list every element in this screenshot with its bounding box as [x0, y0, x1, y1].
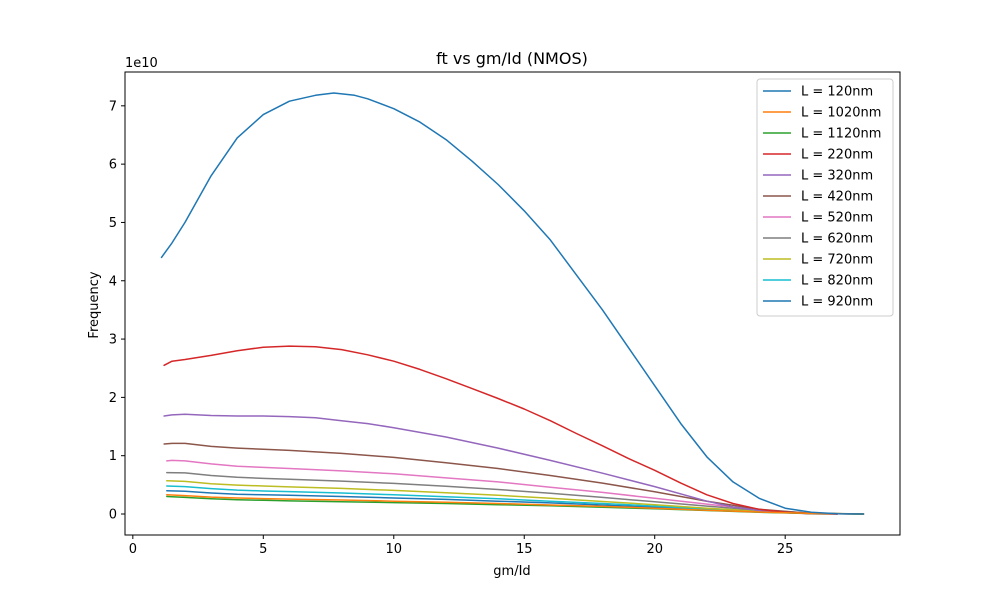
series-line-7	[166, 471, 865, 515]
series-line-4	[163, 413, 839, 515]
legend: L = 120nm L = 1020nm L = 1120nm L = 220nm L …	[756, 78, 894, 317]
plot-area-frame	[124, 71, 901, 536]
legend-label: L = 620nm	[801, 232, 873, 247]
legend-box	[756, 78, 894, 317]
y-axis-multiplier: 1e10	[125, 56, 158, 71]
plot-lines	[160, 92, 865, 515]
legend-label: L = 120nm	[801, 85, 873, 100]
x-tick-label: 20	[646, 542, 663, 557]
legend-label: L = 820nm	[801, 274, 873, 289]
legend-label: L = 720nm	[801, 253, 873, 268]
x-axis-label: gm/Id	[493, 564, 530, 579]
legend-label: L = 1120nm	[801, 127, 881, 142]
legend-label: L = 320nm	[801, 169, 873, 184]
legend-label: L = 420nm	[801, 190, 873, 205]
x-tick-label: 25	[777, 542, 794, 557]
series-line-1	[166, 494, 865, 515]
chart-title: ft vs gm/Id (NMOS)	[436, 49, 588, 68]
y-tick-label: 3	[109, 333, 117, 348]
y-tick-label: 5	[109, 216, 117, 231]
series-line-8	[166, 480, 865, 515]
series-line-6	[166, 459, 852, 515]
x-tick-label: 5	[259, 542, 267, 557]
x-tick-label: 0	[129, 542, 137, 557]
y-tick-label: 0	[109, 508, 117, 523]
x-tick-label: 10	[385, 542, 402, 557]
y-tick-label: 2	[109, 391, 117, 406]
y-axis-ticks: 0 1 2 3 4 5 6 7	[109, 99, 125, 523]
legend-label: L = 920nm	[801, 295, 873, 310]
series-line-0	[160, 92, 865, 515]
y-tick-label: 6	[109, 158, 117, 173]
y-tick-label: 7	[109, 99, 117, 114]
x-tick-label: 15	[516, 542, 533, 557]
legend-label: L = 1020nm	[801, 106, 881, 121]
legend-label: L = 220nm	[801, 148, 873, 163]
x-axis-ticks: 0 5 10 15 20 25	[129, 535, 794, 557]
legend-label: L = 520nm	[801, 211, 873, 226]
series-line-3	[163, 345, 839, 515]
series-line-9	[166, 485, 865, 515]
y-tick-label: 4	[109, 274, 117, 289]
y-axis-label: Frequency	[87, 271, 102, 338]
y-tick-label: 1	[109, 449, 117, 464]
